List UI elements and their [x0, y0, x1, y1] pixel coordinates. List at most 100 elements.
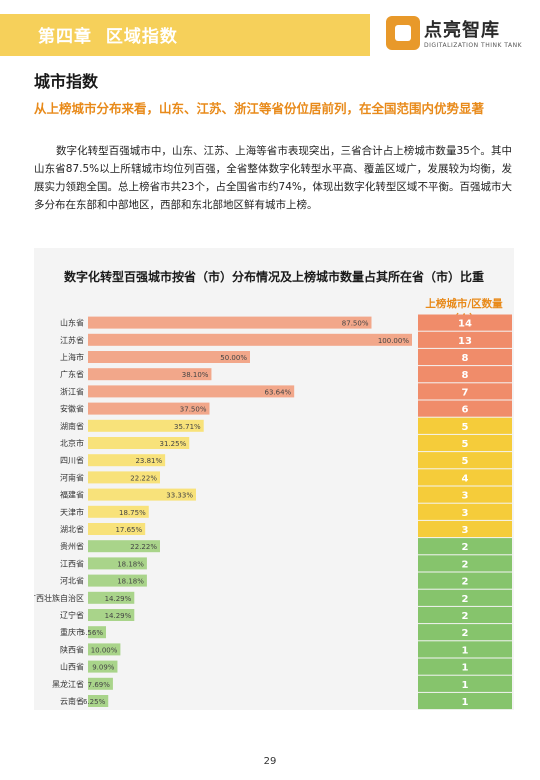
bar	[88, 609, 135, 621]
count-cell	[418, 538, 512, 555]
count-label: 2	[462, 542, 469, 553]
count-label: 3	[462, 491, 469, 502]
value-label: 18.18%	[117, 578, 144, 586]
bar	[88, 333, 412, 346]
bar	[88, 419, 204, 432]
value-label: 9.09%	[92, 664, 115, 672]
value-label: 37.50%	[180, 406, 207, 414]
bar	[88, 368, 212, 381]
category-label: 河南省	[60, 472, 84, 482]
count-label: 5	[462, 456, 469, 467]
bar	[88, 471, 160, 484]
bar	[88, 488, 196, 501]
count-cell	[418, 503, 512, 520]
section-title: 城市指数	[34, 72, 99, 91]
chapter-section: 区域指数	[105, 27, 178, 47]
count-cell	[418, 486, 512, 503]
bar	[88, 540, 160, 553]
value-label: 23.81%	[135, 457, 162, 465]
category-label: 江苏省	[60, 335, 84, 345]
bar	[88, 591, 135, 604]
count-cell	[418, 658, 512, 675]
bar	[88, 402, 210, 415]
bar	[88, 505, 149, 518]
count-label: 2	[462, 628, 469, 639]
value-label: 22.22%	[130, 543, 157, 551]
count-cell	[418, 572, 512, 589]
count-cell	[418, 383, 512, 400]
count-label: 1	[462, 697, 469, 708]
chapter-header-bar	[0, 14, 370, 56]
category-label: 陕西省	[60, 644, 84, 654]
category-label: 江西省	[60, 558, 84, 568]
value-label: 38.10%	[182, 371, 209, 379]
bar	[88, 351, 250, 363]
category-label: 安徽省	[60, 404, 84, 414]
category-label: 河北省	[60, 576, 84, 586]
value-label: 33.33%	[166, 492, 193, 500]
count-cell	[418, 469, 512, 486]
count-label: 8	[462, 353, 469, 364]
count-label: 5	[462, 439, 469, 450]
count-cell	[418, 314, 512, 331]
category-label: 上海市	[60, 352, 84, 362]
count-label: 3	[462, 525, 469, 536]
count-cell	[418, 452, 512, 469]
category-label: 山东省	[60, 318, 84, 328]
count-cell	[418, 348, 512, 366]
value-label: 5.56%	[81, 629, 104, 637]
value-label: 6.25%	[83, 698, 106, 706]
highlight-text: 从上榜城市分布来看，山东、江苏、浙江等省份位居前列，在全国范围内优势显著	[34, 101, 485, 116]
bar	[88, 574, 147, 587]
bar	[88, 454, 166, 467]
count-label: 6	[462, 405, 469, 416]
value-label: 18.18%	[117, 560, 144, 568]
count-label: 2	[462, 559, 469, 570]
count-cell	[418, 675, 512, 692]
bar	[88, 643, 121, 656]
count-label: 1	[462, 645, 469, 656]
count-cell	[418, 366, 512, 383]
count-label: 3	[462, 508, 469, 519]
category-label: 湖南省	[60, 421, 84, 431]
category-label: 重庆市	[60, 627, 84, 637]
value-label: 10.00%	[91, 646, 118, 654]
body-paragraph: 数字化转型百强城市中，山东、江苏、上海等省市表现突出，三省合计占上榜城市数量35…	[34, 145, 512, 211]
count-label: 2	[462, 594, 469, 605]
count-cell	[418, 641, 512, 658]
count-label: 1	[462, 663, 469, 674]
count-label: 14	[458, 319, 472, 330]
count-cell	[418, 606, 512, 624]
value-label: 31.25%	[160, 440, 187, 448]
value-label: 7.69%	[88, 681, 111, 689]
count-label: 13	[458, 336, 472, 347]
logo-name: 点亮智库	[424, 20, 500, 41]
brand-logo: 点亮智库 DIGITALIZATION THINK TANK	[386, 14, 526, 60]
value-label: 22.22%	[130, 474, 157, 482]
value-label: 35.71%	[174, 423, 201, 431]
count-label: 8	[462, 370, 469, 381]
value-label: 100.00%	[378, 337, 409, 345]
chart-title: 数字化转型百强城市按省（市）分布情况及上榜城市数量占其所在省（市）比重	[63, 270, 484, 284]
value-label: 14.29%	[105, 612, 132, 620]
count-cell	[418, 692, 512, 710]
category-label: 北京市	[60, 438, 84, 448]
category-label: 浙江省	[60, 386, 84, 396]
chapter-title: 第四章 区域指数	[38, 22, 178, 47]
value-label: 17.65%	[115, 526, 142, 534]
category-label: 福建省	[60, 490, 84, 500]
count-label: 7	[462, 387, 469, 398]
count-cell	[418, 331, 512, 348]
count-label: 2	[462, 577, 469, 588]
page-number: 29	[263, 756, 277, 767]
count-cell	[418, 434, 512, 452]
bar	[88, 677, 113, 690]
chart-panel: 数字化转型百强城市按省（市）分布情况及上榜城市数量占其所在省（市）比重 上榜城市…	[34, 248, 514, 710]
count-label: 2	[462, 611, 469, 622]
bar	[88, 695, 109, 707]
category-label: 黑龙江省	[52, 679, 84, 689]
chapter-number: 第四章	[38, 27, 92, 47]
count-cell	[418, 624, 512, 641]
category-label: 云南省	[60, 696, 84, 706]
count-cell	[418, 417, 512, 434]
